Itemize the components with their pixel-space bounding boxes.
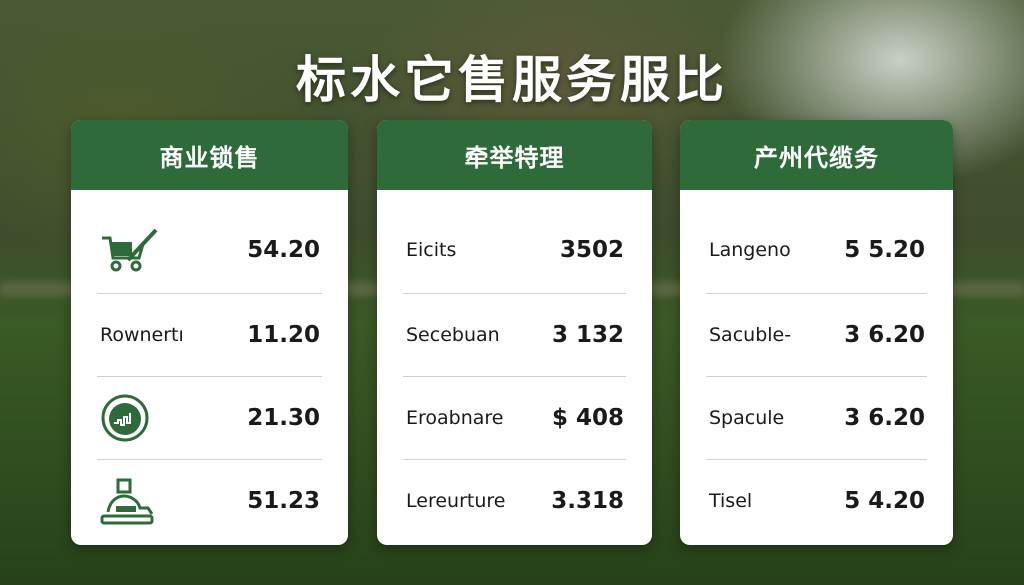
row-label: Eroabnare	[406, 406, 504, 429]
divider	[97, 293, 322, 294]
card-2: 牵举特理 Eicits 3502 Secebuan 3 132 Eroabnar…	[377, 120, 652, 545]
row-value: 5 4.20	[844, 487, 925, 514]
card-header: 产州代缆务	[680, 120, 953, 190]
list-item: 21.30	[100, 376, 320, 459]
row-value: 3 6.20	[844, 404, 925, 431]
list-item: Secebuan 3 132	[406, 293, 624, 376]
row-value: 3502	[559, 236, 624, 263]
row-value: 3 132	[551, 321, 624, 348]
row-value: $ 408	[551, 404, 624, 431]
list-item: Langeno 5 5.20	[709, 208, 925, 291]
list-item: Lereurture 3.318	[406, 459, 624, 542]
row-value: 3.318	[551, 487, 624, 514]
row-label: Eicits	[406, 238, 457, 261]
list-item: Eroabnare $ 408	[406, 376, 624, 459]
row-label: Rownertı	[100, 323, 184, 346]
list-item: 51.23	[100, 459, 320, 542]
row-value: 21.30	[247, 404, 320, 431]
card-commercial-sales: 商业锁售 54.20 Rownertı 11.20 21.30 51.23	[71, 120, 348, 545]
divider	[403, 459, 626, 460]
divider	[403, 376, 626, 377]
list-item: 54.20	[100, 208, 320, 291]
list-item: Spacule 3 6.20	[709, 376, 925, 459]
row-label: Secebuan	[406, 323, 500, 346]
list-item: Rownertı 11.20	[100, 293, 320, 376]
row-label: Sacuble-	[709, 323, 792, 346]
worker-desk-icon	[100, 476, 156, 526]
card-3: 产州代缆务 Langeno 5 5.20 Sacuble- 3 6.20 Spa…	[680, 120, 953, 545]
row-label: Spacule	[709, 406, 785, 429]
growth-chart-circle-icon	[100, 393, 150, 443]
list-item: Sacuble- 3 6.20	[709, 293, 925, 376]
row-value: 54.20	[247, 236, 320, 263]
list-item: Eicits 3502	[406, 208, 624, 291]
card-header: 牵举特理	[377, 120, 652, 190]
list-item: Tisel 5 4.20	[709, 459, 925, 542]
row-label: Tisel	[709, 489, 753, 512]
row-label: Lereurture	[406, 489, 506, 512]
divider	[706, 376, 927, 377]
divider	[97, 459, 322, 460]
page-title: 标水它售服务服比	[296, 51, 728, 109]
card-header: 商业锁售	[71, 120, 348, 190]
divider	[403, 293, 626, 294]
row-value: 11.20	[247, 321, 320, 348]
row-value: 3 6.20	[844, 321, 925, 348]
cart-pen-icon	[100, 226, 160, 274]
divider	[706, 459, 927, 460]
row-label: Langeno	[709, 238, 791, 261]
row-value: 51.23	[247, 487, 320, 514]
row-value: 5 5.20	[844, 236, 925, 263]
divider	[706, 293, 927, 294]
divider	[97, 376, 322, 377]
